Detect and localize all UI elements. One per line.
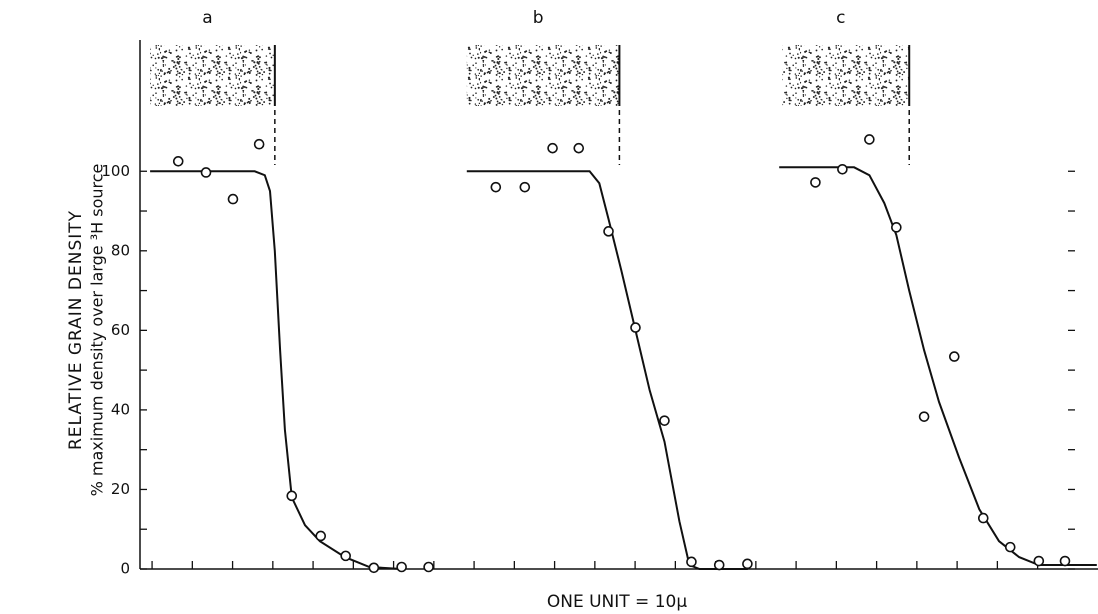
data-point xyxy=(1004,541,1016,553)
data-point xyxy=(547,142,558,154)
data-point xyxy=(253,138,265,150)
data-point xyxy=(918,411,930,422)
source-region xyxy=(782,45,910,106)
data-point xyxy=(490,181,502,193)
x-axis-label: ONE UNIT = 10µ xyxy=(547,592,687,612)
data-point xyxy=(864,134,875,145)
panel-label: a xyxy=(202,8,212,28)
data-point xyxy=(713,559,725,571)
data-point xyxy=(630,322,641,333)
data-point xyxy=(742,558,753,570)
data-point xyxy=(368,562,380,574)
fit-curve xyxy=(150,170,402,570)
y-tick-label: 80 xyxy=(111,241,130,259)
data-point xyxy=(810,177,821,188)
data-point xyxy=(519,181,531,193)
data-point xyxy=(315,530,327,542)
data-point xyxy=(1059,555,1071,567)
data-point xyxy=(340,550,351,562)
data-point xyxy=(891,222,902,233)
data-point xyxy=(659,415,670,426)
y-tick-label: 40 xyxy=(111,400,130,418)
data-point xyxy=(948,351,960,362)
y-tick-label: 20 xyxy=(111,480,130,498)
data-point xyxy=(603,226,614,237)
data-point xyxy=(396,561,407,573)
data-point xyxy=(837,163,848,175)
source-region xyxy=(466,45,620,106)
data-point xyxy=(977,512,989,524)
data-point xyxy=(686,556,697,568)
y-tick-label: 0 xyxy=(120,560,130,578)
panel-label: b xyxy=(533,8,544,28)
fit-curve xyxy=(779,166,1097,566)
data-point xyxy=(172,156,184,167)
data-point xyxy=(227,193,239,205)
panel-label: c xyxy=(836,8,845,28)
y-axis-label: RELATIVE GRAIN DENSITY xyxy=(66,210,86,450)
data-point xyxy=(573,142,585,154)
y-axis-sublabel: % maximum density over large ³H source xyxy=(88,164,107,497)
data-point xyxy=(423,561,434,573)
data-point xyxy=(200,167,212,178)
y-tick-label: 60 xyxy=(111,321,130,339)
data-point xyxy=(286,490,298,502)
data-point xyxy=(1033,555,1045,567)
source-region xyxy=(150,45,275,106)
y-tick-label: 100 xyxy=(101,162,130,180)
